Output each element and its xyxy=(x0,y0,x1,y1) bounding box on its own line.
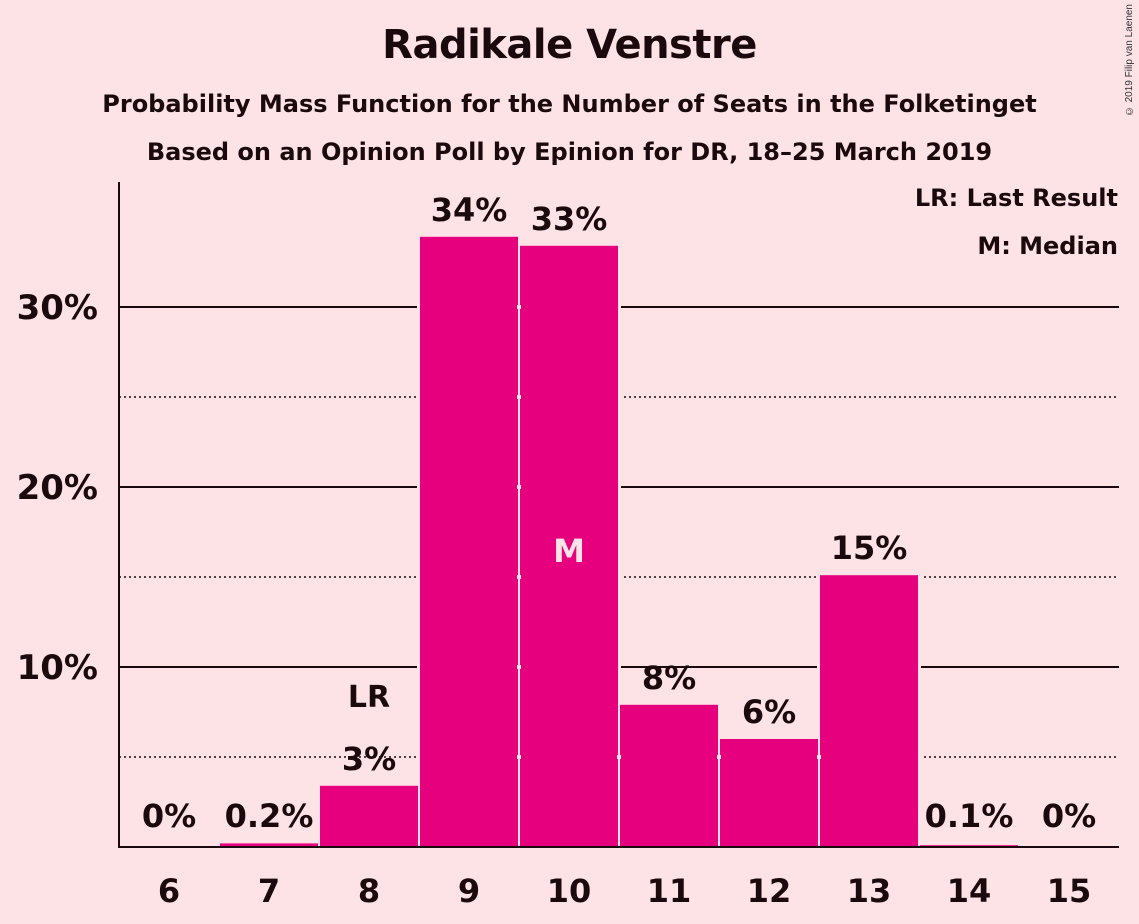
gridline-gap xyxy=(417,485,420,489)
gridline-gap xyxy=(918,665,921,669)
gridline-gap xyxy=(417,665,420,669)
bar-seat-9 xyxy=(420,236,518,848)
gridline-gap xyxy=(517,665,520,669)
chart-subtitle: Probability Mass Function for the Number… xyxy=(102,90,1037,118)
x-tick-label: 8 xyxy=(358,872,380,910)
bar-seat-8 xyxy=(320,785,418,847)
gridline-gap xyxy=(417,395,420,399)
y-tick-label: 20% xyxy=(17,468,98,508)
gridline-gap xyxy=(717,755,720,759)
x-tick-label: 12 xyxy=(747,872,792,910)
x-tick-label: 10 xyxy=(547,872,592,910)
gridline-gap xyxy=(517,395,520,399)
x-tick-label: 13 xyxy=(847,872,892,910)
data-label: 6% xyxy=(742,693,796,731)
data-label: 0.2% xyxy=(225,797,314,835)
gridline-gap xyxy=(618,665,621,669)
bar-seat-12 xyxy=(720,739,818,847)
legend-last-result: LR: Last Result xyxy=(914,184,1118,212)
data-label: 3% xyxy=(342,740,396,778)
x-tick-label: 11 xyxy=(647,872,692,910)
data-label: 34% xyxy=(431,191,508,229)
data-label: 0% xyxy=(142,797,196,835)
y-tick-label: 10% xyxy=(17,648,98,688)
x-tick-label: 7 xyxy=(258,872,280,910)
gridline-gap xyxy=(618,575,621,579)
chart-source-subtitle: Based on an Opinion Poll by Epinion for … xyxy=(146,138,993,166)
gridline-gap xyxy=(618,305,621,309)
data-label: 0.1% xyxy=(925,797,1014,835)
gridline-gap xyxy=(517,755,520,759)
gridline-gap xyxy=(817,575,820,579)
legend-median: M: Median xyxy=(977,232,1118,260)
bar-seat-10 xyxy=(520,245,618,848)
y-tick-label: 30% xyxy=(17,288,98,328)
bar-seat-11 xyxy=(620,704,718,847)
bar-seat-7 xyxy=(220,843,318,847)
data-label: 0% xyxy=(1042,797,1096,835)
x-tick-label: 14 xyxy=(947,872,992,910)
median-marker: M xyxy=(553,532,585,570)
data-label: 33% xyxy=(531,200,608,238)
gridline-gap xyxy=(618,485,621,489)
last-result-marker: LR xyxy=(348,680,390,715)
x-tick-label: 15 xyxy=(1047,872,1092,910)
x-tick-label: 6 xyxy=(158,872,180,910)
data-label: 8% xyxy=(642,659,696,697)
gridline-gap xyxy=(817,755,820,759)
gridline-gap xyxy=(918,575,921,579)
gridline-gap xyxy=(417,755,420,759)
gridline-gap xyxy=(417,305,420,309)
gridline-gap xyxy=(618,395,621,399)
gridline-gap xyxy=(918,755,921,759)
gridline-gap xyxy=(517,575,520,579)
data-label: 15% xyxy=(831,529,908,567)
gridline-gap xyxy=(517,485,520,489)
x-tick-label: 9 xyxy=(458,872,480,910)
gridline-gap xyxy=(417,575,420,579)
bar-seat-13 xyxy=(820,575,918,847)
gridline-gap xyxy=(817,665,820,669)
chart-title: Radikale Venstre xyxy=(382,22,757,68)
gridline-gap xyxy=(617,755,620,759)
gridline-gap xyxy=(517,305,520,309)
